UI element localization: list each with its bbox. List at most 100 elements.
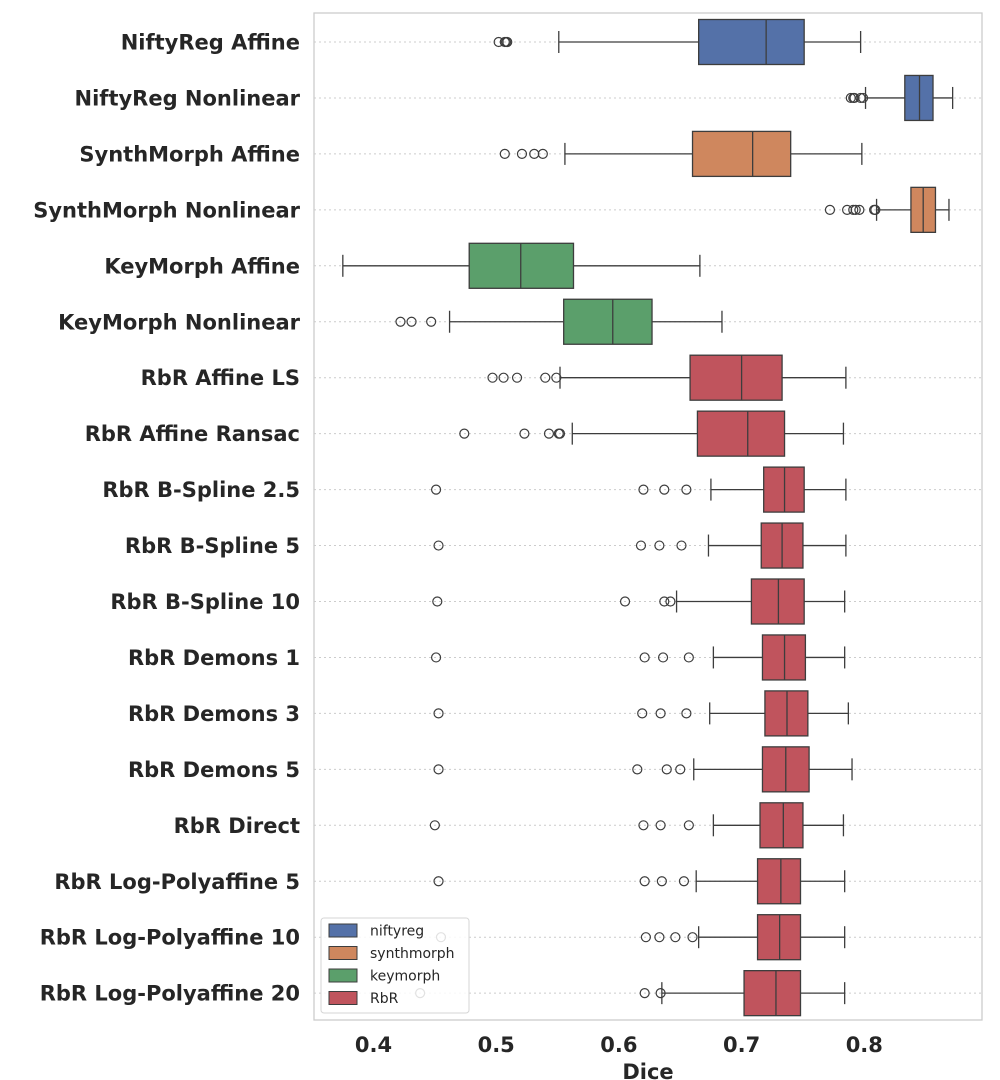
outlier-point: [654, 932, 665, 943]
y-category-label: RbR Log-Polyaffine 5: [54, 870, 300, 894]
legend-label: RbR: [370, 991, 399, 1007]
box-iqr: [756, 858, 802, 905]
box-group: [429, 802, 845, 849]
outlier-point: [659, 484, 670, 495]
outlier-point: [498, 372, 509, 383]
y-category-label: SynthMorph Nonlinear: [33, 198, 300, 222]
outlier-point: [657, 652, 669, 663]
y-category-label: RbR Log-Polyaffine 10: [40, 926, 300, 950]
outlier-point: [426, 316, 437, 327]
outlier-point: [687, 932, 698, 943]
y-category-label: RbR Direct: [174, 814, 300, 838]
outlier-point: [433, 764, 444, 775]
outlier-point: [537, 148, 548, 159]
y-axis-labels: NiftyReg Affine NiftyReg Nonlinear SynthMo…: [33, 31, 300, 1006]
outlier-point: [681, 484, 692, 495]
outlier-point: [655, 988, 666, 999]
box-iqr: [698, 18, 805, 66]
legend-label: keymorph: [370, 969, 440, 985]
y-category-label: NiftyReg Affine: [121, 31, 300, 55]
outlier-point: [855, 92, 866, 104]
outlier-point: [429, 820, 440, 831]
outlier-point: [639, 652, 650, 663]
y-category-label: KeyMorph Nonlinear: [58, 310, 301, 334]
outlier-point: [516, 148, 528, 159]
outlier-point: [430, 484, 442, 495]
outlier-point: [681, 708, 692, 719]
box-group: [433, 522, 847, 569]
outlier-point: [433, 708, 444, 719]
outlier-point: [824, 204, 836, 215]
outlier-point: [432, 596, 443, 607]
box-group: [493, 18, 862, 66]
outlier-point: [675, 764, 686, 775]
x-axis-label: Dice: [622, 1060, 673, 1080]
outlier-point: [638, 820, 649, 831]
outlier-point: [406, 316, 417, 327]
outlier-point: [430, 652, 442, 663]
y-category-label: RbR B-Spline 2.5: [102, 478, 300, 502]
outlier-point: [683, 652, 694, 663]
outlier-point: [554, 428, 566, 439]
outlier-point: [637, 708, 648, 719]
legend-frame: [320, 917, 470, 1014]
box-iqr: [759, 802, 804, 849]
box-group: [824, 186, 950, 234]
outlier-point: [655, 708, 666, 719]
outlier-point: [656, 876, 667, 887]
box-series: [342, 18, 954, 1017]
outlier-point: [676, 540, 687, 551]
plot-frame: [313, 12, 983, 1021]
box-iqr: [691, 130, 792, 178]
box-group: [459, 410, 845, 457]
y-category-label: RbR Demons 3: [128, 702, 300, 726]
outlier-point: [433, 876, 444, 887]
outlier-point: [433, 540, 444, 551]
x-tick-label: 0.8: [846, 1033, 883, 1057]
outlier-point: [639, 876, 650, 887]
outlier-point: [857, 92, 869, 104]
y-category-label: NiftyReg Nonlinear: [75, 86, 301, 110]
outlier-point: [543, 428, 555, 439]
x-tick-label: 0.5: [478, 1033, 515, 1057]
box-group: [433, 858, 846, 905]
box-group: [432, 578, 846, 625]
y-category-label: KeyMorph Affine: [104, 254, 300, 278]
outlier-point: [850, 204, 861, 215]
y-category-label: SynthMorph Affine: [79, 142, 300, 166]
outlier-point: [654, 540, 665, 551]
y-category-label: RbR B-Spline 5: [125, 534, 300, 558]
legend-swatch: [328, 991, 358, 1005]
box-group: [499, 130, 863, 178]
box-group: [487, 354, 847, 401]
outlier-point: [511, 372, 523, 383]
y-category-label: RbR Affine LS: [141, 366, 300, 390]
box-iqr: [696, 410, 786, 457]
legend-label: niftyreg: [370, 924, 424, 940]
outlier-point: [670, 932, 681, 943]
box-iqr: [689, 354, 783, 401]
box-group: [430, 634, 846, 681]
box-group: [433, 746, 853, 793]
x-tick-label: 0.7: [723, 1033, 760, 1057]
outlier-point: [540, 372, 551, 383]
outlier-point: [619, 596, 631, 607]
outlier-point: [659, 596, 670, 607]
box-group: [415, 970, 846, 1017]
box-group: [435, 914, 846, 961]
outlier-point: [639, 988, 650, 999]
box-group: [433, 690, 849, 737]
grid-lines: [314, 41, 982, 994]
outlier-point: [499, 148, 510, 159]
outlier-point: [487, 372, 498, 383]
box-group: [430, 466, 847, 513]
y-category-label: RbR Affine Ransac: [85, 422, 300, 446]
outlier-point: [678, 876, 690, 887]
outlier-point: [683, 820, 694, 831]
y-category-label: RbR B-Spline 10: [110, 590, 300, 614]
legend-swatch: [328, 968, 358, 983]
outlier-point: [661, 764, 672, 775]
box-group: [845, 74, 954, 122]
outlier-point: [854, 204, 865, 215]
outlier-point: [395, 316, 406, 327]
